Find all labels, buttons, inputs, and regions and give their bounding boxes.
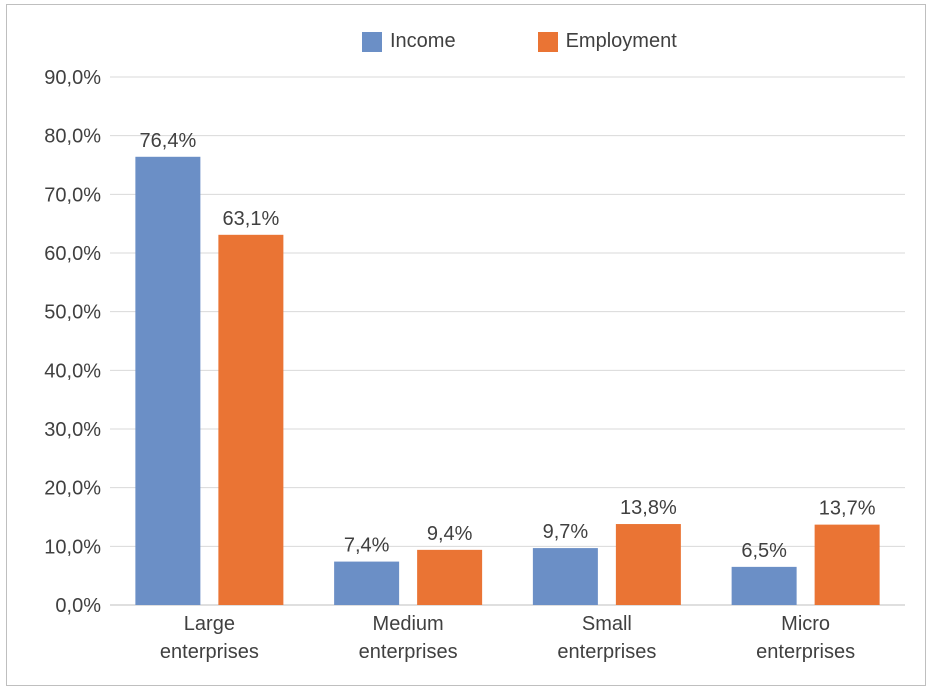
category-label: enterprises (756, 641, 855, 663)
y-tick-label: 40,0% (44, 360, 101, 382)
data-label: 7,4% (344, 535, 390, 557)
bar-employment (417, 549, 483, 605)
legend-item-income: Income (362, 30, 456, 53)
y-tick-label: 20,0% (44, 478, 101, 500)
bar-income (334, 561, 400, 605)
data-label: 63,1% (223, 208, 280, 230)
bar-employment (615, 524, 681, 605)
bar-income (135, 156, 201, 605)
data-label: 76,4% (140, 130, 197, 152)
legend-item-employment: Employment (537, 30, 677, 53)
bar-employment (814, 524, 880, 605)
data-label: 9,4% (427, 523, 473, 545)
category-label: Medium (373, 613, 444, 635)
y-tick-label: 50,0% (44, 302, 101, 324)
category-label: Micro (781, 613, 830, 635)
y-tick-label: 80,0% (44, 126, 101, 148)
category-label: enterprises (160, 641, 259, 663)
legend: Income Employment (362, 30, 759, 53)
category-label: enterprises (557, 641, 656, 663)
y-tick-label: 10,0% (44, 536, 101, 558)
y-tick-label: 60,0% (44, 243, 101, 265)
category-label: enterprises (359, 641, 458, 663)
legend-swatch-employment (537, 31, 558, 52)
y-tick-label: 90,0% (44, 67, 101, 89)
y-tick-label: 30,0% (44, 419, 101, 441)
legend-swatch-income (362, 31, 382, 52)
data-label: 13,7% (819, 498, 876, 520)
bar-income (731, 566, 797, 605)
y-tick-label: 0,0% (55, 595, 101, 617)
legend-label-income: Income (390, 30, 456, 52)
bar-income (532, 548, 598, 605)
y-tick-label: 70,0% (44, 184, 101, 206)
category-label: Small (582, 613, 632, 635)
data-label: 6,5% (741, 540, 787, 562)
legend-label-employment: Employment (565, 30, 677, 52)
category-label: Large (184, 613, 235, 635)
bar-employment (218, 234, 284, 605)
data-label: 13,8% (620, 497, 677, 519)
data-label: 9,7% (543, 521, 589, 543)
